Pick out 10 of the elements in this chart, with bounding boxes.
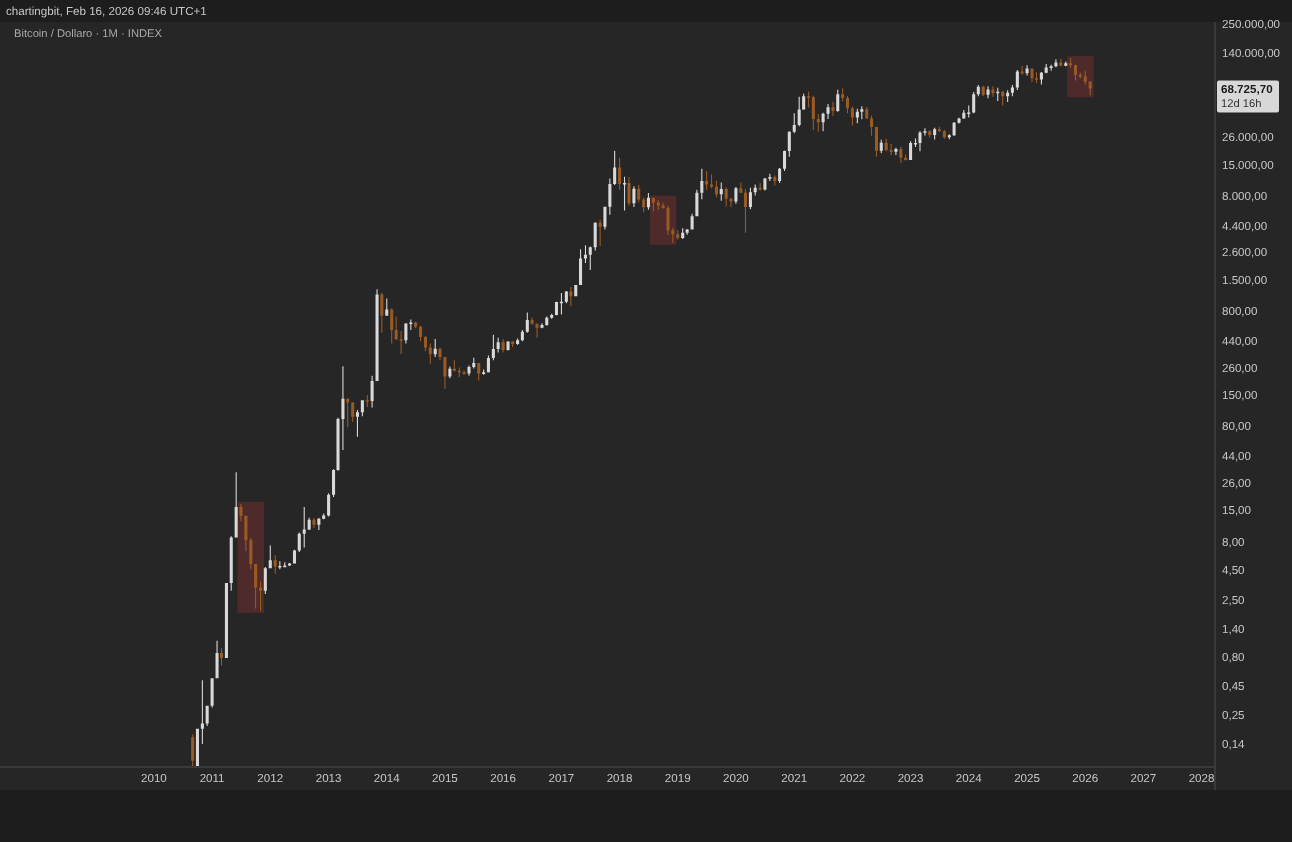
candlestick: [986, 86, 990, 99]
candlestick: [831, 101, 835, 117]
candlestick: [535, 323, 539, 338]
candlestick: [918, 131, 922, 152]
candlestick: [540, 323, 544, 329]
candlestick: [627, 177, 631, 206]
candlestick: [991, 86, 995, 97]
candlestick: [1030, 68, 1034, 83]
candlestick: [1049, 64, 1053, 71]
candlestick: [467, 365, 471, 376]
